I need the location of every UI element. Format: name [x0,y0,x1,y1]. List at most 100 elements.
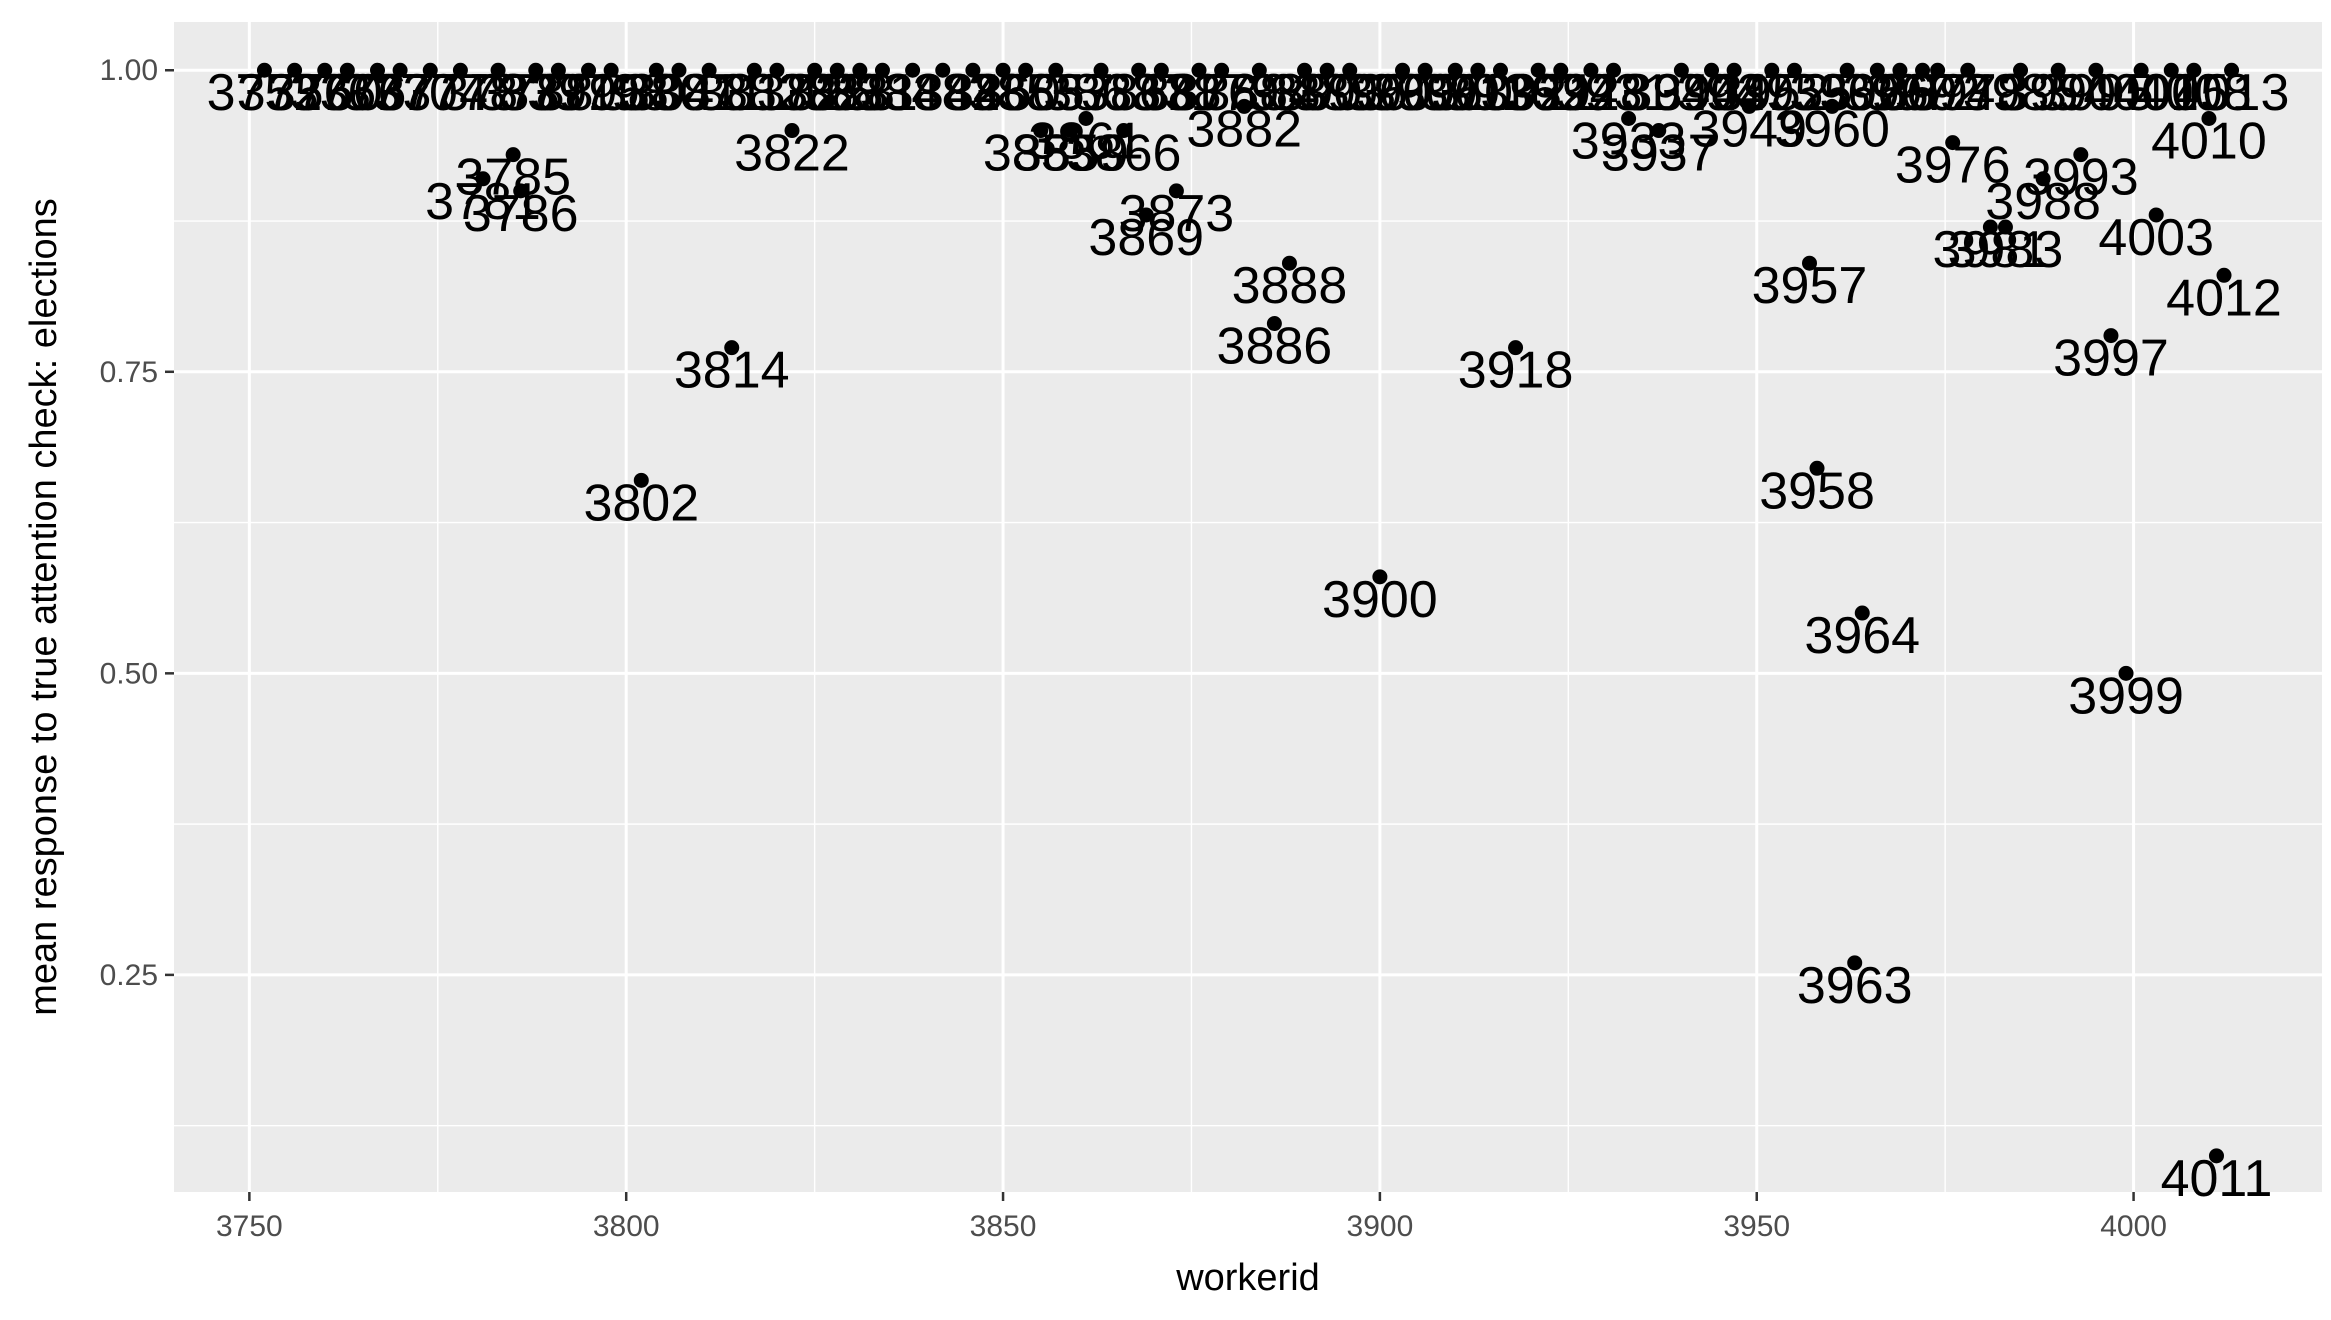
data-label: 3988 [1985,173,2101,231]
data-label: 3871 [1103,64,1219,122]
data-label: 3933 [1571,112,1687,170]
data-point [1839,62,1855,78]
x-tick-label: 3750 [216,1210,283,1243]
data-label: 3972 [1865,64,1981,122]
data-label: 3983 [1948,221,2064,279]
data-label: 3846 [915,64,1031,122]
data-point [1063,123,1079,139]
data-point [1847,955,1863,971]
data-point [829,62,845,78]
data-point [995,62,1011,78]
data-label: 3903 [1345,64,1461,122]
data-point [1869,62,1885,78]
data-label: 3962 [1789,64,1905,122]
data-point [339,62,355,78]
data-point [317,62,333,78]
data-label: 4008 [2136,64,2252,122]
data-point [287,62,303,78]
data-point [1583,62,1599,78]
data-label: 3783 [440,64,556,122]
data-point [1470,62,1486,78]
data-label: 3831 [802,64,918,122]
data-label: 3893 [1269,64,1385,122]
data-label: 3886 [1217,318,1333,376]
x-tick-label: 3950 [1723,1210,1790,1243]
data-point [633,472,649,488]
data-point [1915,62,1931,78]
data-label: 4003 [2098,209,2214,267]
data-point [1048,62,1064,78]
data-label: 3955 [1737,64,1853,122]
data-label: 3906 [1367,64,1483,122]
data-label: 3752 [207,64,323,122]
data-point [2035,171,2051,187]
data-point [2148,207,2164,223]
data-point [1651,123,1667,139]
data-point [1621,110,1637,126]
data-point [1553,62,1569,78]
data-point [2208,1148,2224,1164]
data-point [1673,62,1689,78]
data-label: 4011 [2161,1150,2273,1208]
data-point [452,62,468,78]
data-point [1319,62,1335,78]
data-label: 4012 [2166,269,2282,327]
data-label: 4013 [2174,64,2290,122]
data-label: 3960 [1774,100,1890,158]
data-point [784,123,800,139]
data-label: 3995 [2038,64,2154,122]
data-label: 3916 [1443,64,1559,122]
data-point [1508,340,1524,356]
data-label: 3964 [1804,607,1920,665]
data-point [1606,62,1622,78]
data-point [1093,62,1109,78]
data-label: 3857 [998,64,1114,122]
data-point [2050,62,2066,78]
data-point [1138,207,1154,223]
data-label: 3958 [1759,462,1875,520]
data-label: 3947 [1676,64,1792,122]
data-point [490,62,506,78]
data-point [1786,62,1802,78]
data-point [2186,62,2202,78]
data-point [475,171,491,187]
data-label: 3804 [599,64,715,122]
data-point [1764,62,1780,78]
y-axis: 0.25 0.50 0.75 1.00 [100,54,174,992]
data-label: 3820 [719,64,835,122]
x-tick-label: 3800 [593,1210,660,1243]
data-label: 3896 [1292,64,1408,122]
data-point [1930,62,1946,78]
data-label: 3890 [1247,64,1363,122]
data-label: 3785 [455,149,571,207]
data-label: 3990 [2000,64,2116,122]
y-tick-label: 0.75 [100,356,158,389]
data-labels: 4011 3963 3999 3964 3900 3958 3802 3814 3918 3997… [207,64,2290,1208]
data-point [1033,123,1049,139]
data-label: 3974 [1880,64,1996,122]
data-label: 3884 [1201,64,1317,122]
data-point [724,340,740,356]
data-label: 3822 [734,125,850,183]
data-label: 3795 [531,64,647,122]
data-label: 3791 [501,64,617,122]
data-label: 3957 [1752,257,1868,315]
data-point [746,62,762,78]
data-label: 3963 [1797,957,1913,1015]
data-point [1251,62,1267,78]
data-point [1824,98,1840,114]
data-label: 3969 [1842,64,1958,122]
data-point [1997,219,2013,235]
data-label: 3944 [1654,64,1770,122]
data-label: 3859 [1013,125,1129,183]
data-point [2013,62,2029,78]
data-label: 3814 [674,342,790,400]
data-point [1131,62,1147,78]
data-point [1153,62,1169,78]
data-label: 4001 [2083,64,2199,122]
data-label: 3802 [583,474,699,532]
data-point [1168,183,1184,199]
data-label: 3940 [1624,64,1740,122]
